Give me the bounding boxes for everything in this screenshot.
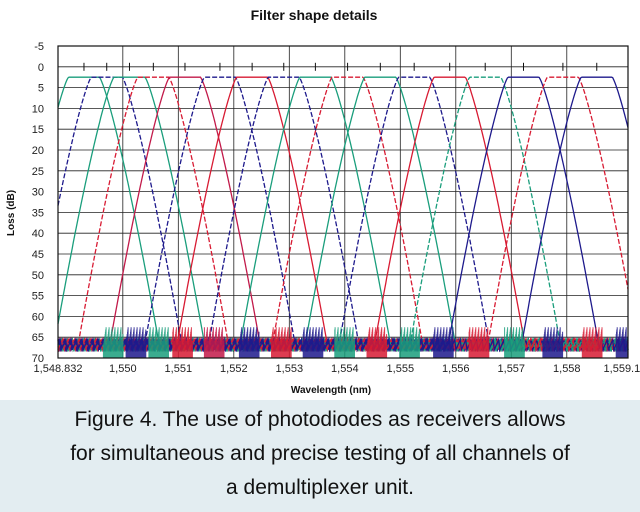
- x-tick-label: 1,558: [553, 363, 581, 375]
- noise-floor-trace: [399, 327, 420, 358]
- y-tick-label: 20: [32, 145, 44, 157]
- chart-figure: Filter shape details -5 0 5 10 15 20 25 30 35 40 4…: [6, 7, 640, 396]
- caption-line-3: a demultiplexer unit.: [226, 476, 414, 499]
- noise-floor-trace: [334, 327, 355, 358]
- noise-floor-trace: [302, 327, 324, 358]
- noise-floor-trace: [102, 327, 124, 358]
- x-tick-label: 1,551: [165, 363, 193, 375]
- noise-floor-trace: [125, 327, 147, 358]
- series-layer: [57, 76, 629, 353]
- noise-floor-trace: [148, 327, 169, 358]
- y-tick-label: 25: [32, 166, 44, 178]
- noise-floor-trace: [542, 327, 564, 358]
- x-tick-label: 1,550: [109, 363, 137, 375]
- y-tick-label: 50: [32, 270, 44, 282]
- channel-filter-curve: [57, 76, 629, 353]
- plot-border: [57, 45, 629, 359]
- y-tick-label: 45: [32, 249, 44, 261]
- channel-filter-curve: [57, 76, 629, 353]
- y-tick-label: 55: [32, 291, 44, 303]
- y-tick-label: 65: [32, 332, 44, 344]
- noise-floor-trace: [581, 327, 603, 358]
- channel-filter-curve: [57, 76, 629, 353]
- y-tick-label: -5: [34, 41, 44, 53]
- x-tick-label: 1,548.832: [34, 363, 83, 375]
- noise-floor-trace: [271, 327, 292, 358]
- channel-filter-curve: [57, 76, 629, 353]
- noise-floor-trace: [203, 327, 225, 358]
- channel-filter-curve: [57, 76, 629, 353]
- noise-floor-trace: [504, 327, 525, 358]
- channel-filter-curve: [57, 76, 629, 353]
- x-tick-label: 1,554: [331, 363, 359, 375]
- y-tick-labels: -5 0 5 10 15 20 25 30 35 40 45 50 55 60 65 70: [32, 41, 44, 365]
- x-tick-label: 1,555: [387, 363, 415, 375]
- channel-filter-curve: [57, 76, 629, 353]
- grid-lines: [57, 45, 629, 359]
- y-tick-label: 0: [38, 62, 44, 74]
- noise-floor-trace: [238, 327, 260, 358]
- x-tick-label: 1,557: [498, 363, 526, 375]
- chart-title: Filter shape details: [251, 7, 378, 23]
- caption-line-1: Figure 4. The use of photodiodes as rece…: [74, 408, 566, 431]
- y-tick-label: 10: [32, 103, 44, 115]
- noise-floor-trace: [172, 327, 193, 358]
- plot-frame: [57, 45, 629, 359]
- y-tick-label: 60: [32, 311, 44, 323]
- y-tick-label: 30: [32, 187, 44, 199]
- channel-filter-curve: [57, 76, 629, 353]
- channel-filter-curve: [57, 76, 629, 353]
- figure-caption: Figure 4. The use of photodiodes as rece…: [0, 400, 640, 512]
- x-tick-label: 1,556: [442, 363, 470, 375]
- channel-filter-curve: [57, 76, 629, 353]
- channel-filter-curve: [57, 76, 629, 353]
- y-axis-label: Loss (dB): [6, 190, 17, 236]
- channel-filter-curve: [57, 76, 629, 353]
- y-tick-label: 15: [32, 124, 44, 136]
- channel-filter-curve: [57, 76, 629, 353]
- noise-floor-trace: [615, 327, 629, 358]
- noise-floor-trace: [468, 327, 490, 358]
- x-tick-label: 1,559.103: [604, 363, 640, 375]
- y-tick-label: 5: [38, 83, 44, 95]
- channel-filter-curve: [57, 76, 629, 353]
- x-tick-labels: 1,548.832 1,550 1,551 1,552 1,553 1,554 1,555 1…: [34, 363, 640, 375]
- noise-floor-trace: [433, 327, 454, 358]
- caption-line-2: for simultaneous and precise testing of …: [70, 442, 570, 465]
- noise-floor-trace: [366, 327, 388, 358]
- y-tick-label: 70: [32, 353, 44, 365]
- x-axis-label: Wavelength (nm): [291, 385, 371, 396]
- noise-floor-layer: [102, 327, 629, 358]
- channel-filter-curve: [57, 76, 629, 353]
- channel-filter-curve: [57, 76, 629, 353]
- chart-svg: Filter shape details -5 0 5 10 15 20 25 30 35 40 4…: [6, 7, 640, 396]
- x-tick-label: 1,553: [276, 363, 304, 375]
- channel-filter-curve: [57, 76, 629, 353]
- y-tick-label: 35: [32, 207, 44, 219]
- y-tick-label: 40: [32, 228, 44, 240]
- x-tick-label: 1,552: [220, 363, 248, 375]
